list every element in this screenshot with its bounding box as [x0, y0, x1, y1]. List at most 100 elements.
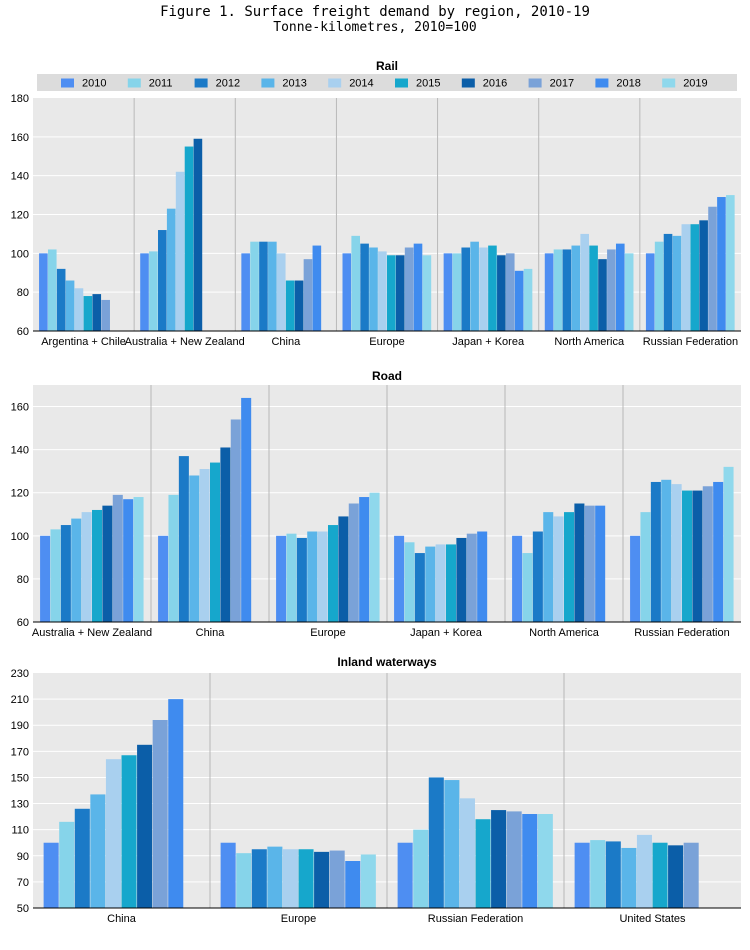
- category-label: Australia + New Zealand: [125, 336, 245, 348]
- bar: [236, 853, 252, 908]
- y-tick-label: 80: [17, 287, 29, 299]
- bar: [307, 531, 318, 622]
- bar: [475, 819, 491, 908]
- legend-label: 2011: [149, 78, 173, 90]
- bar: [522, 814, 538, 908]
- category-label: North America: [529, 627, 600, 639]
- category-label: United States: [619, 913, 686, 925]
- bar: [296, 537, 307, 622]
- category-label: North America: [554, 336, 625, 348]
- legend-label: 2018: [616, 78, 640, 90]
- bar: [101, 299, 110, 331]
- bar: [60, 525, 71, 622]
- bar: [544, 253, 554, 331]
- y-tick-label: 90: [17, 851, 29, 863]
- bar: [137, 744, 153, 908]
- bar: [369, 492, 380, 622]
- bar: [663, 233, 673, 331]
- bar: [328, 525, 339, 622]
- bar: [621, 847, 637, 908]
- y-tick-label: 160: [11, 132, 29, 144]
- bar: [640, 512, 651, 622]
- bar: [378, 251, 387, 331]
- bar: [276, 535, 287, 622]
- bar: [369, 247, 378, 331]
- y-tick-label: 230: [11, 668, 29, 680]
- bar: [443, 253, 453, 331]
- bar: [595, 505, 606, 622]
- y-tick-label: 120: [11, 210, 29, 222]
- bar: [178, 456, 189, 622]
- legend-label: 2015: [416, 78, 440, 90]
- bar: [645, 253, 655, 331]
- category-label: China: [196, 627, 226, 639]
- bar: [630, 535, 641, 622]
- bar: [133, 497, 144, 622]
- bar: [636, 834, 652, 908]
- category-label: Argentina + Chile: [41, 336, 126, 348]
- bar: [491, 810, 507, 908]
- bar: [615, 243, 625, 331]
- bar: [512, 535, 523, 622]
- bar: [259, 241, 268, 331]
- bar: [470, 241, 479, 331]
- legend-swatch: [461, 78, 475, 88]
- category-label: Russian Federation: [634, 627, 729, 639]
- legend-swatch: [528, 78, 542, 88]
- panel-title: Road: [372, 369, 402, 383]
- bar: [713, 481, 724, 622]
- bar: [690, 224, 700, 331]
- category-label: Europe: [310, 627, 345, 639]
- bar: [158, 230, 167, 331]
- y-tick-label: 50: [17, 903, 29, 915]
- bar: [312, 245, 322, 331]
- bar: [537, 814, 553, 908]
- bar: [348, 503, 359, 622]
- bar: [574, 503, 585, 622]
- bar: [360, 854, 376, 908]
- bar: [461, 247, 471, 331]
- bar: [425, 546, 436, 622]
- bar: [294, 280, 304, 331]
- bar: [668, 845, 684, 908]
- category-label: Japan + Korea: [452, 336, 525, 348]
- bar: [681, 224, 691, 331]
- bar: [692, 490, 703, 622]
- legend-swatch: [194, 78, 208, 88]
- bar: [682, 490, 693, 622]
- bar: [702, 486, 713, 622]
- bar: [435, 544, 446, 622]
- bar: [71, 518, 82, 622]
- y-tick-label: 60: [17, 326, 29, 338]
- bar: [452, 253, 462, 331]
- y-tick-label: 210: [11, 694, 29, 706]
- bar: [152, 720, 168, 908]
- category-label: China: [271, 336, 301, 348]
- bar: [708, 206, 717, 331]
- bar: [444, 780, 460, 908]
- bar: [338, 516, 349, 622]
- bar: [81, 512, 92, 622]
- figure-subtitle: Tonne-kilometres, 2010=100: [273, 20, 477, 35]
- bar: [580, 233, 589, 331]
- bar: [282, 849, 298, 908]
- bar: [359, 497, 370, 622]
- bar: [532, 531, 543, 622]
- bar: [726, 195, 735, 331]
- bar: [220, 447, 231, 622]
- y-tick-label: 180: [11, 93, 29, 105]
- bar: [303, 259, 313, 331]
- bar: [574, 842, 590, 908]
- bar: [414, 553, 425, 622]
- bar: [422, 255, 432, 331]
- legend-label: 2017: [550, 78, 574, 90]
- bar: [92, 294, 102, 331]
- legend-label: 2012: [216, 78, 240, 90]
- bar: [413, 829, 429, 908]
- bar: [220, 842, 236, 908]
- category-label: Europe: [281, 913, 316, 925]
- y-tick-label: 140: [11, 445, 29, 457]
- legend-label: 2016: [483, 78, 507, 90]
- panel-title: Inland waterways: [337, 655, 437, 669]
- bar: [553, 249, 563, 331]
